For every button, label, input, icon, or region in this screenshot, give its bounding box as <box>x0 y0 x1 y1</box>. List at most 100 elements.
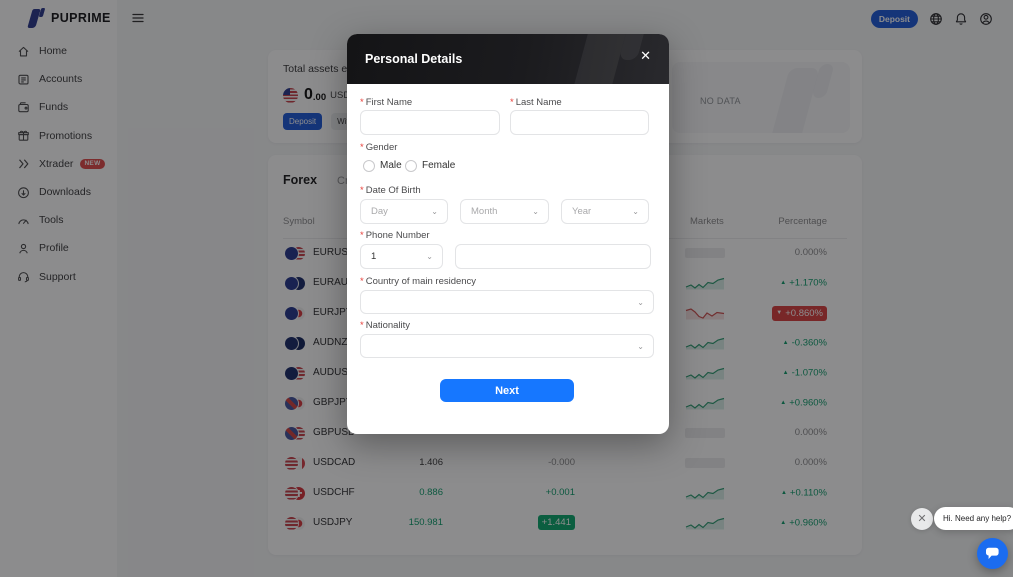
dob-year-select[interactable]: Year ⌄ <box>561 199 649 224</box>
price-value: 0.886 <box>419 487 443 498</box>
sparkline-chart <box>685 306 725 320</box>
pair-flag-icon <box>285 276 305 290</box>
promotions-icon <box>17 129 30 142</box>
up-triangle-icon: ▲ <box>780 280 787 286</box>
home-icon <box>17 45 30 58</box>
tab-forex[interactable]: Forex <box>283 173 318 187</box>
sparkline-chart <box>685 336 725 350</box>
sidebar-item-downloads[interactable]: Downloads <box>0 178 117 206</box>
user-icon[interactable] <box>979 12 993 26</box>
down-triangle-icon: ▼ <box>776 310 783 316</box>
table-row-eurjpy[interactable]: EURJPY ▼ +0.860% <box>268 298 862 328</box>
phone-number-field[interactable] <box>455 244 651 269</box>
puprime-logo[interactable]: PUPRIME <box>27 7 111 29</box>
phone-label: * Phone Number <box>360 230 430 241</box>
no-data-label: NO DATA <box>700 96 741 106</box>
sidebar-item-profile[interactable]: Profile <box>0 234 117 262</box>
pair-flag-icon <box>285 336 305 350</box>
assets-amount: 0 <box>304 86 313 103</box>
percentage-value: ▲ +0.960% <box>780 517 827 529</box>
percentage-value: ▲ -1.070% <box>782 367 827 379</box>
sidebar-item-label: Tools <box>39 214 64 227</box>
next-button[interactable]: Next <box>440 379 574 402</box>
percentage-value: ▲ +1.170% <box>780 277 827 289</box>
table-row-gbpjpy[interactable]: GBPJPY ▲ +0.960% <box>268 388 862 418</box>
chevron-down-icon: ⌄ <box>632 207 639 216</box>
sidebar-item-funds[interactable]: Funds <box>0 93 117 121</box>
sidebar-item-xtrader[interactable]: Xtrader NEW <box>0 150 117 178</box>
chevron-down-icon: ⌄ <box>426 252 433 261</box>
sidebar-item-label: Profile <box>39 242 69 255</box>
sparkline-chart <box>685 426 725 440</box>
gender-option-male[interactable]: Male <box>380 160 402 171</box>
tools-icon <box>17 214 30 227</box>
pair-flag-icon <box>285 306 305 320</box>
price-value: 150.981 <box>408 517 443 528</box>
equity-chart-placeholder: NO DATA <box>672 62 850 133</box>
downloads-icon <box>17 186 30 199</box>
nationality-select[interactable]: ⌄ <box>360 334 654 358</box>
sidebar-item-label: Support <box>39 270 76 283</box>
chat-launcher-button[interactable] <box>977 538 1008 569</box>
deposit-button[interactable]: Deposit <box>283 113 323 130</box>
gender-radio-female[interactable] <box>405 160 417 172</box>
table-row-audnzd[interactable]: AUDNZD ▲ -0.360% <box>268 328 862 358</box>
dob-day-select[interactable]: Day ⌄ <box>360 199 448 224</box>
hamburger-menu-icon[interactable] <box>131 11 145 25</box>
close-icon[interactable]: ✕ <box>640 48 651 63</box>
gender-radio-male[interactable] <box>363 160 375 172</box>
header-deposit-button[interactable]: Deposit <box>870 10 918 28</box>
gender-label: * Gender <box>360 142 398 153</box>
symbol-label: AUDNZD <box>313 337 355 348</box>
assets-currency[interactable]: USD <box>330 89 351 101</box>
last-name-field[interactable] <box>510 110 649 135</box>
sidebar-item-support[interactable]: Support <box>0 263 117 291</box>
first-name-field[interactable] <box>360 110 500 135</box>
percentage-value: 0.000% <box>794 247 827 258</box>
assets-title: Total assets esti <box>283 63 358 75</box>
table-row-euraud[interactable]: EURAUD ▲ +1.170% <box>268 268 862 298</box>
symbol-label: AUDUSD <box>313 367 356 378</box>
sidebar-item-accounts[interactable]: Accounts <box>0 65 117 93</box>
table-row-audusd[interactable]: AUDUSD ▲ -1.070% <box>268 358 862 388</box>
watermark-logo-icon <box>567 34 631 84</box>
sidebar-item-promotions[interactable]: Promotions <box>0 122 117 150</box>
column-markets: Markets <box>690 216 724 227</box>
chat-greeting-bubble[interactable]: Hi. Need any help? <box>934 507 1013 530</box>
globe-icon[interactable] <box>929 12 943 26</box>
chevron-down-icon: ⌄ <box>637 342 644 351</box>
chevron-down-icon: ⌄ <box>532 207 539 216</box>
up-triangle-icon: ▲ <box>780 490 787 496</box>
sidebar-item-label: Accounts <box>39 73 83 86</box>
sparkline-chart <box>685 486 725 500</box>
symbol-label: USDJPY <box>313 517 353 528</box>
phone-code-select[interactable]: 1 ⌄ <box>360 244 443 269</box>
nationality-label: * Nationality <box>360 320 411 331</box>
table-row-usdjpy[interactable]: USDJPY 150.981 +1.441 ▲ +0.960% <box>268 508 862 538</box>
chat-bubble-icon <box>986 547 999 559</box>
table-row-eurusd[interactable]: EURUSD 0.000% <box>268 238 862 268</box>
sidebar-item-tools[interactable]: Tools <box>0 206 117 234</box>
sidebar-item-home[interactable]: Home <box>0 37 117 65</box>
personal-details-modal: Personal Details ✕ * First Name * Last Nam… <box>347 34 669 434</box>
pair-flag-icon <box>285 396 305 410</box>
bell-icon[interactable] <box>954 12 968 26</box>
change-badge: +1.441 <box>537 515 575 530</box>
change-value: +0.001 <box>545 487 575 498</box>
last-name-label: * Last Name <box>510 97 562 108</box>
table-row-gbpusd[interactable]: GBPUSD 0.000% <box>268 418 862 448</box>
sparkline-chart <box>685 276 725 290</box>
country-label: * Country of main residency <box>360 276 477 287</box>
table-row-usdchf[interactable]: USDCHF 0.886 +0.001 ▲ +0.110% <box>268 478 862 508</box>
country-select[interactable]: ⌄ <box>360 290 654 314</box>
table-row-usdcad[interactable]: USDCAD 1.406 -0.000 0.000% <box>268 448 862 478</box>
header-actions: Deposit <box>870 10 993 28</box>
profile-icon <box>17 242 30 255</box>
new-badge: NEW <box>80 158 105 169</box>
up-triangle-icon: ▲ <box>782 370 789 376</box>
percentage-badge: ▼ +0.860% <box>772 305 827 321</box>
chat-dismiss-button[interactable]: ✕ <box>911 508 933 530</box>
dob-month-select[interactable]: Month ⌄ <box>460 199 549 224</box>
gender-option-female[interactable]: Female <box>422 160 456 171</box>
